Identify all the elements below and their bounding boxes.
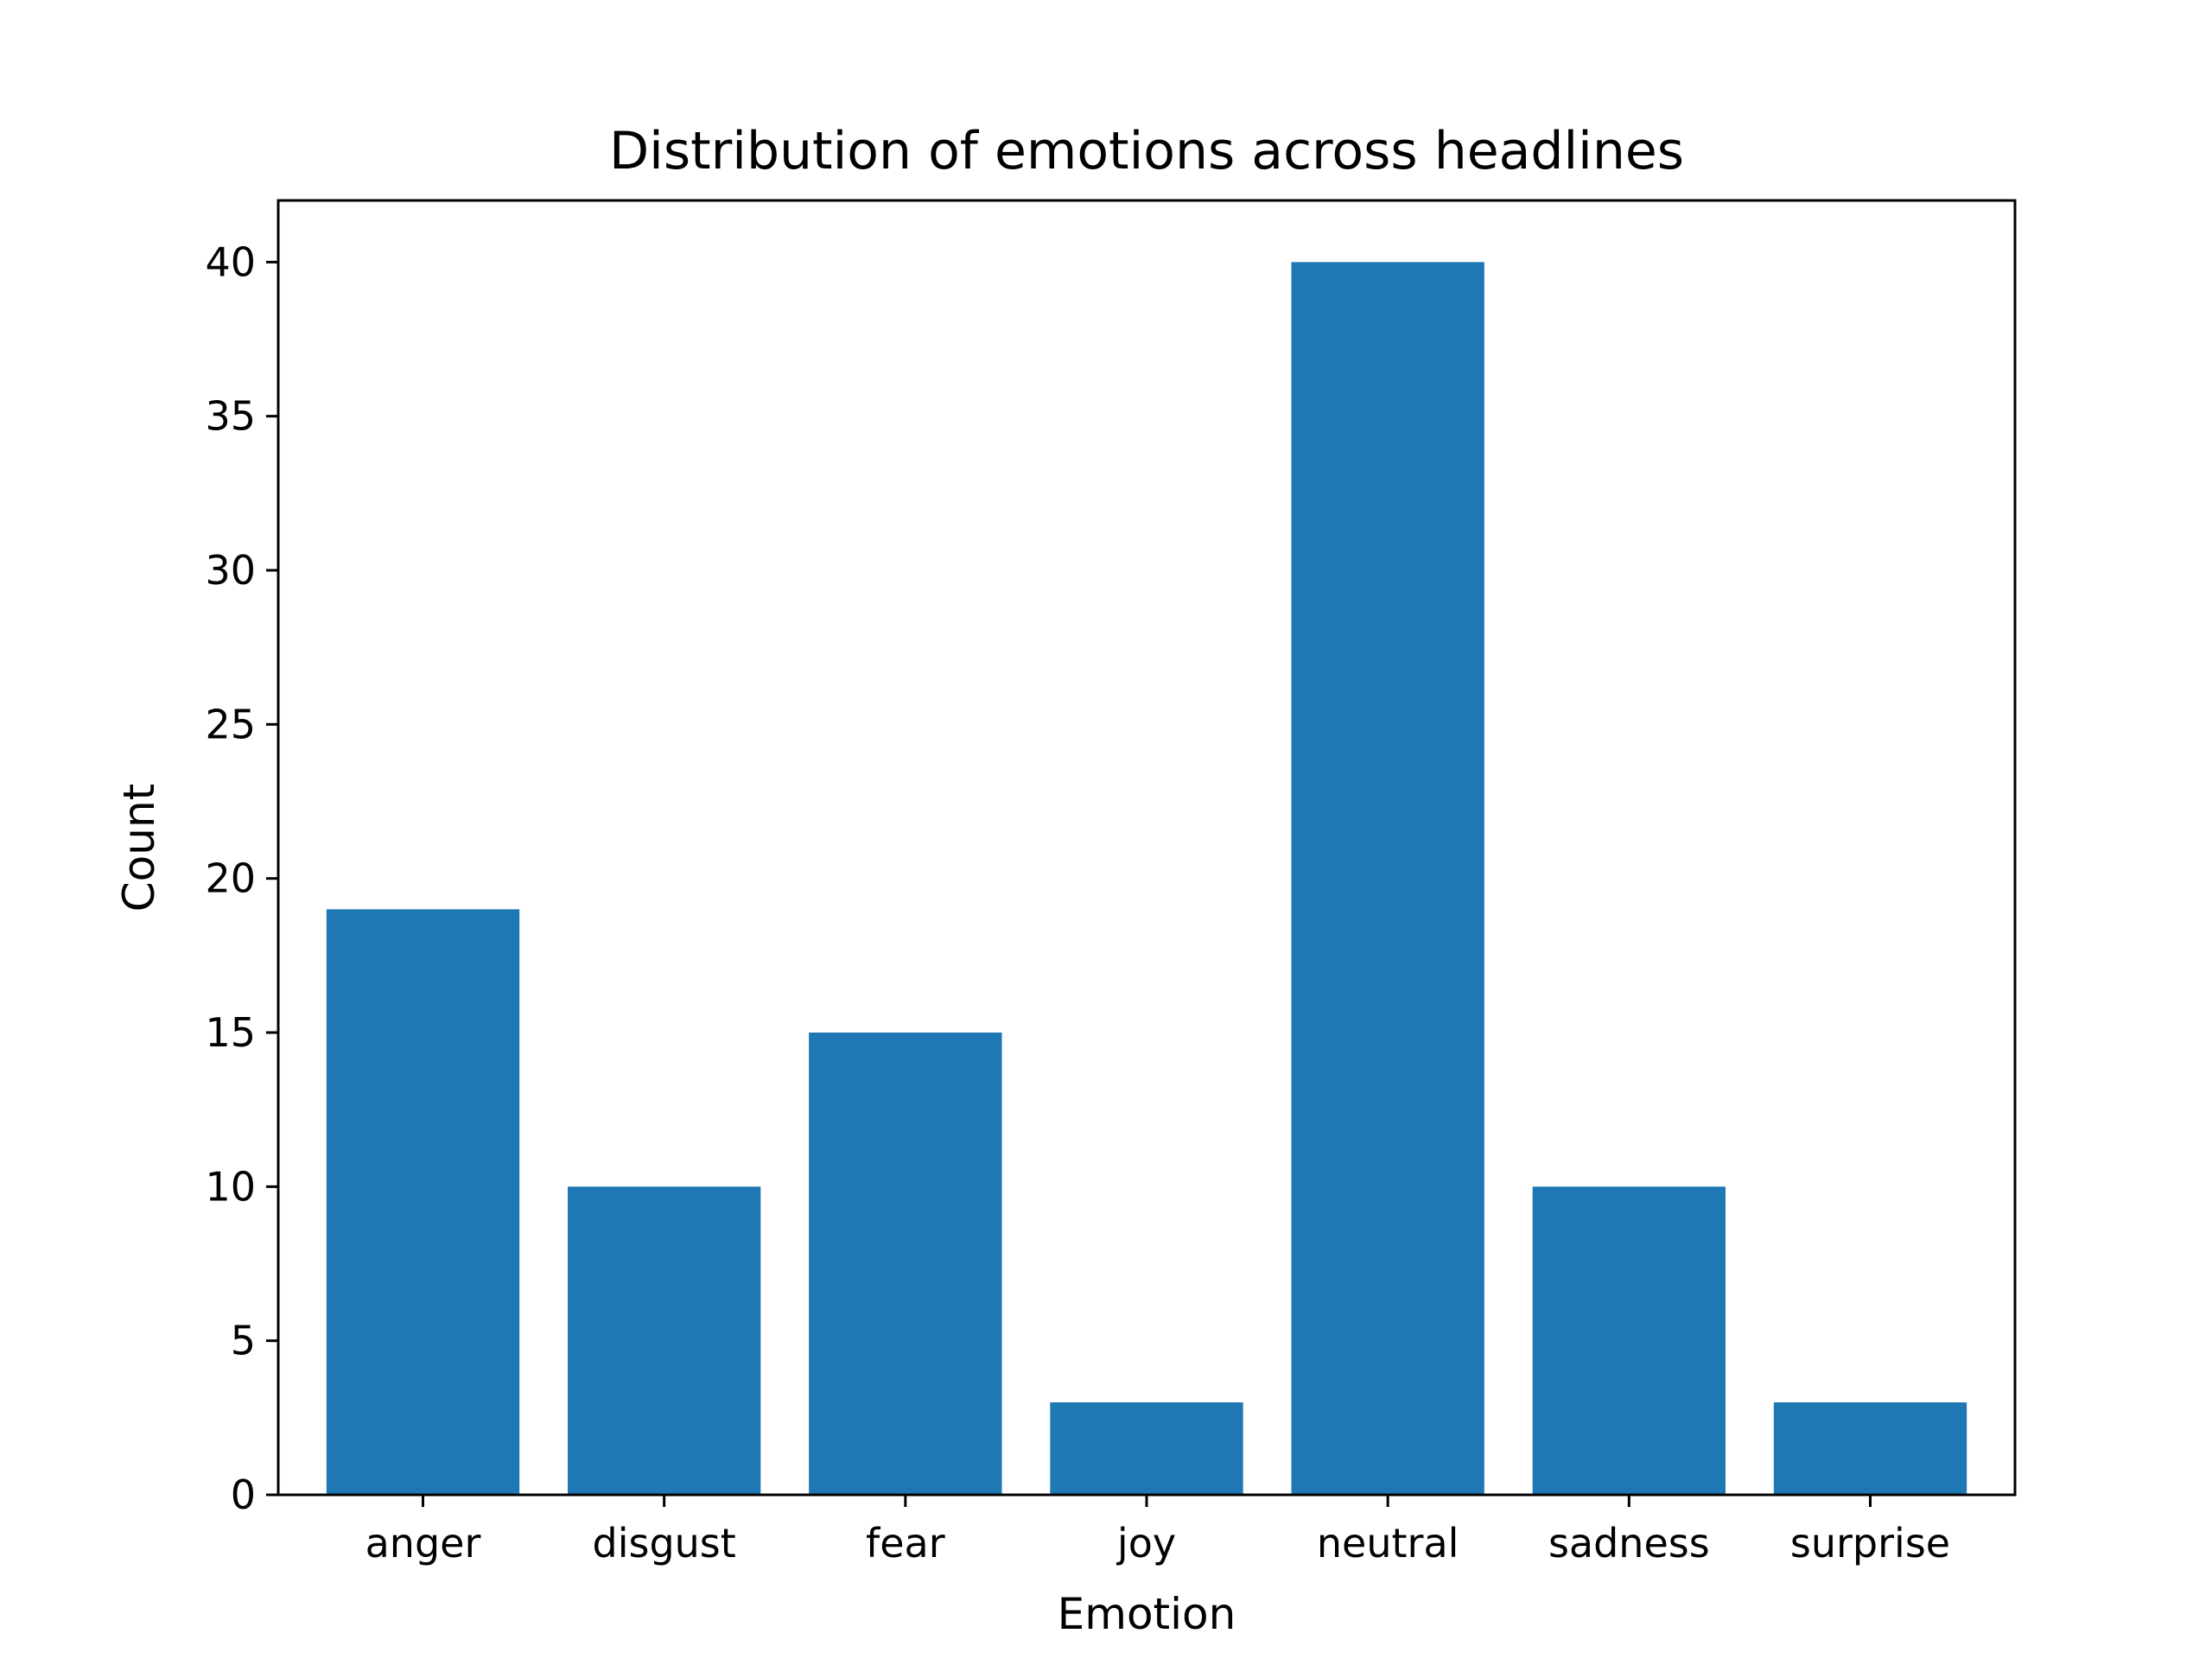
x-tick-label: fear	[866, 1520, 945, 1567]
x-axis-title: Emotion	[1058, 1589, 1236, 1639]
y-axis: 0 5 10 15 20 25 30 35 40	[205, 238, 278, 1518]
x-tick-label: neutral	[1317, 1520, 1459, 1567]
bar-neutral	[1291, 262, 1484, 1495]
chart-title: Distribution of emotions across headline…	[609, 121, 1684, 181]
y-tick-label: 5	[231, 1318, 256, 1364]
x-tick-label: joy	[1116, 1520, 1176, 1567]
x-tick-label: disgust	[593, 1520, 736, 1567]
x-tick-label: surprise	[1790, 1520, 1950, 1567]
bar-joy	[1050, 1402, 1243, 1495]
x-axis: anger disgust fear joy neutral sadness surpris…	[365, 1495, 1950, 1567]
y-axis-title: Count	[114, 784, 164, 912]
y-tick-label: 20	[205, 855, 256, 902]
bar-fear	[809, 1033, 1002, 1495]
bar-sadness	[1532, 1186, 1726, 1495]
y-tick-label: 25	[205, 701, 256, 747]
y-tick-label: 30	[205, 547, 256, 594]
x-tick-label: anger	[365, 1520, 481, 1567]
bar-disgust	[568, 1186, 761, 1495]
plot-frame	[276, 199, 2017, 1497]
y-tick-label: 15	[205, 1009, 256, 1056]
y-tick-label: 35	[205, 393, 256, 440]
y-tick-label: 40	[205, 238, 256, 285]
bar-anger	[326, 909, 520, 1495]
y-tick-label: 0	[231, 1471, 256, 1518]
bars-group	[326, 262, 1967, 1495]
bar-surprise	[1773, 1402, 1967, 1495]
y-tick-label: 10	[205, 1163, 256, 1210]
x-tick-label: sadness	[1548, 1520, 1710, 1567]
